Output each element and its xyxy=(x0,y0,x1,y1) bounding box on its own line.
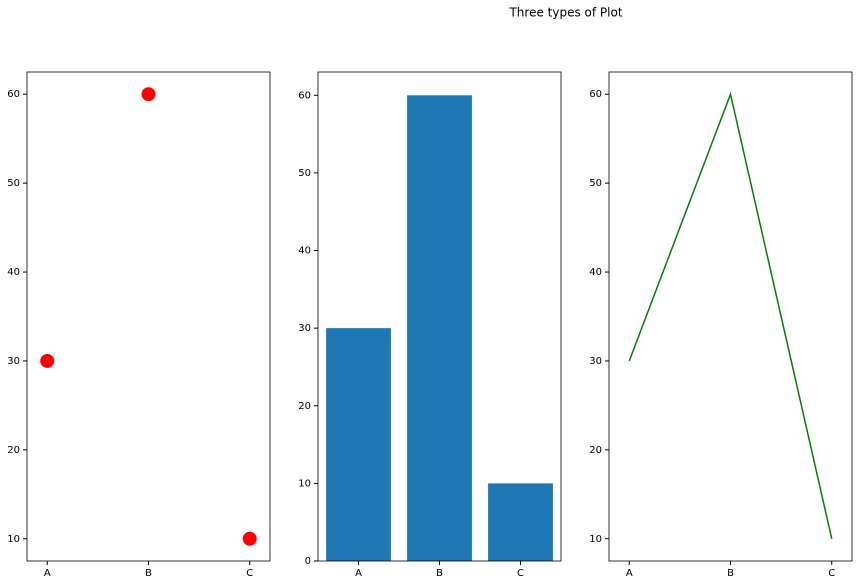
y-tick-label: 0 xyxy=(305,556,311,567)
y-tick-label: 10 xyxy=(7,534,20,545)
x-tick-label: A xyxy=(355,568,362,579)
x-tick-label: A xyxy=(626,568,633,579)
y-tick-label: 50 xyxy=(589,178,602,189)
y-tick-label: 30 xyxy=(7,356,20,367)
figure-title: Three types of Plot xyxy=(508,6,622,20)
x-tick-label: A xyxy=(44,568,51,579)
axes-frame xyxy=(26,71,271,562)
y-tick-label: 60 xyxy=(7,89,20,100)
y-tick-label: 40 xyxy=(298,246,311,257)
point xyxy=(141,87,156,102)
y-tick-label: 20 xyxy=(298,401,311,412)
x-tick-label: C xyxy=(517,568,524,579)
x-tick-label: C xyxy=(828,568,835,579)
x-tick-label: B xyxy=(727,568,734,579)
y-tick-label: 10 xyxy=(298,478,311,489)
bar xyxy=(326,328,391,561)
y-tick-label: 40 xyxy=(7,267,20,278)
axes-frame xyxy=(608,71,853,562)
point xyxy=(242,531,257,546)
y-tick-label: 30 xyxy=(589,356,602,367)
y-tick-label: 20 xyxy=(589,445,602,456)
bar xyxy=(407,95,472,562)
x-tick-label: C xyxy=(246,568,253,579)
y-tick-label: 60 xyxy=(298,90,311,101)
axes-frame xyxy=(317,71,562,562)
y-tick-label: 50 xyxy=(298,168,311,179)
y-tick-label: 50 xyxy=(7,178,20,189)
line xyxy=(628,91,833,539)
y-tick-label: 10 xyxy=(589,534,602,545)
bar xyxy=(488,483,553,561)
y-tick-label: 40 xyxy=(589,267,602,278)
y-tick-label: 60 xyxy=(589,89,602,100)
x-tick-label: B xyxy=(436,568,443,579)
y-tick-label: 30 xyxy=(298,323,311,334)
y-tick-label: 20 xyxy=(7,445,20,456)
x-tick-label: B xyxy=(145,568,152,579)
point xyxy=(40,353,55,368)
